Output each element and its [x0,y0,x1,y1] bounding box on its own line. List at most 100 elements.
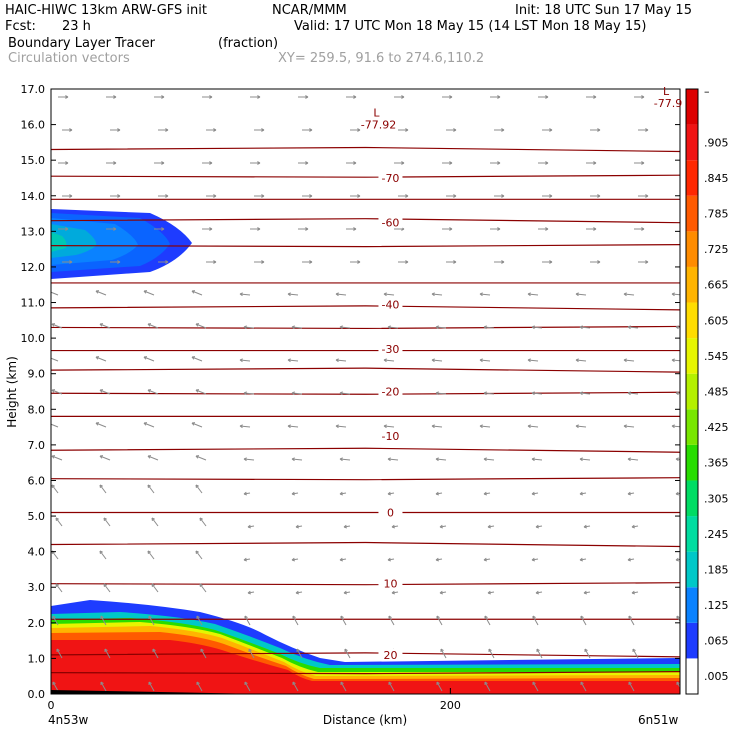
wind-vector-head [483,557,487,562]
wind-vector [431,425,443,428]
isotherm-label: -60 [381,216,399,229]
wind-vector-head [387,491,391,496]
wind-vector-head [627,325,631,330]
wind-vector [484,615,491,626]
wind-vector-head [431,292,435,297]
wind-vector [51,323,63,329]
wind-vector-head [151,517,155,522]
wind-vector [383,293,395,296]
wind-vector-head [148,681,152,686]
isotherm-label-bg [378,429,403,442]
y-tick-label: 2.0 [28,617,46,630]
wind-vector-head [353,227,357,231]
colorbar-label: .065 [704,635,729,648]
isotherm-label-bg [378,506,403,519]
wind-vector-head [335,358,339,363]
wind-vector-head [291,557,295,562]
wind-vector-head [631,590,635,595]
wind-vector-head [453,128,457,132]
wind-vector-head [147,484,151,489]
wind-vector-head [52,681,56,686]
colorbar-swatch [686,160,698,196]
wind-vector-head [51,484,55,489]
wind-vector [675,326,680,328]
wind-vector [435,458,447,461]
wind-vector [287,293,299,296]
wind-vector-head [383,424,387,429]
isotherm-label-bg [378,342,403,355]
wind-vector-head [99,455,104,459]
wind-vector [440,648,447,659]
wind-vector-head [161,227,165,231]
title-fcst-value: 23 h [62,19,91,34]
wind-vector-head [200,648,204,653]
wind-vector-head [353,161,357,165]
wind-vector-head [51,323,56,327]
wind-vector-head [387,325,391,330]
wind-vector [243,458,255,461]
wind-vector-head [195,550,199,555]
wind-vector [483,326,495,329]
wind-vector-head [147,389,152,393]
colorbar-label: .845 [704,172,729,185]
wind-vector-head [56,648,60,653]
wind-vector-head [295,590,299,595]
wind-vector-head [431,358,435,363]
wind-vector-head [339,457,343,462]
wind-vector-head [339,491,343,496]
wind-vector-head [209,95,213,99]
wind-vector [195,389,207,395]
wind-vector-head [387,557,391,562]
wind-vector-head [99,550,103,555]
wind-vector [104,648,111,659]
isotherm-label: 10 [383,578,397,591]
colorbar-swatch [686,124,698,161]
title-model: HAIC-HIWC 13km ARW-GFS init [5,3,207,18]
wind-vector-head [431,424,435,429]
wind-vector [479,293,491,296]
colorbar-label: .605 [704,314,729,327]
wind-vector-head [161,95,165,99]
wind-vector-head [545,227,549,231]
wind-vector-head [593,161,597,165]
wind-vector-head [435,557,439,562]
wind-vector-head [593,95,597,99]
wind-vector-head [453,194,457,198]
wind-vector [243,326,255,329]
wind-vector [579,458,591,461]
colorbar-label: .125 [704,599,729,612]
wind-vector-head [247,524,251,529]
x-axis-label: Distance (km) [323,713,407,727]
wind-vector-head [632,648,636,653]
colorbar-swatch [686,551,698,588]
y-tick-label: 11.0 [21,297,46,310]
low-marker: L [373,107,380,120]
x-tick-label: 0 [48,699,55,712]
wind-vector [675,458,680,460]
colorbar-label: .185 [704,563,729,576]
colorbar-label: .365 [704,457,729,470]
colorbar-swatch [686,231,698,267]
wind-vector-head [295,524,299,529]
colorbar-label: .245 [704,528,729,541]
wind-vector-head [439,524,443,529]
wind-vector-head [239,424,243,429]
wind-vector-head [497,227,501,231]
y-tick-label: 15.0 [21,154,46,167]
wind-vector [335,359,347,362]
isotherm-line [51,367,680,373]
wind-vector-head [239,358,243,363]
wind-vector [51,550,59,560]
wind-vector [436,681,443,692]
wind-vector-head [631,524,635,529]
wind-vector-head [627,457,631,462]
wind-vector-head [483,325,487,330]
wind-vector-head [671,292,675,297]
isotherm-line [51,671,680,675]
wind-vector-head [435,491,439,496]
wind-vector-head [191,290,196,294]
wind-vector [191,356,203,362]
xy-label: XY= 259.5, 91.6 to 274.6,110.2 [278,51,484,66]
wind-vector-head [357,260,361,264]
wind-vector [95,356,107,362]
